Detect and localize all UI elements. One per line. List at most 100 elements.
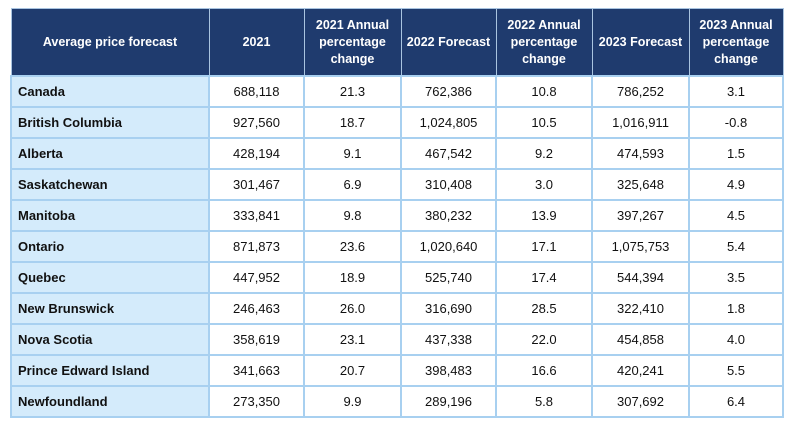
- cell-region: Saskatchewan: [10, 168, 210, 201]
- table-row: Prince Edward Island 341,663 20.7 398,483 16…: [10, 354, 784, 387]
- cell-change-2022: 9.2: [495, 137, 593, 170]
- cell-region: Canada: [10, 75, 210, 108]
- cell-region: Ontario: [10, 230, 210, 263]
- cell-forecast-2022: 1,020,640: [400, 230, 497, 263]
- cell-region: New Brunswick: [10, 292, 210, 325]
- cell-change-2023: 4.0: [688, 323, 784, 356]
- table-row: Quebec 447,952 18.9 525,740 17.4 544,394 3.5: [10, 261, 784, 294]
- cell-change-2021: 23.1: [303, 323, 402, 356]
- cell-forecast-2022: 289,196: [400, 385, 497, 418]
- cell-change-2021: 20.7: [303, 354, 402, 387]
- cell-change-2022: 3.0: [495, 168, 593, 201]
- cell-forecast-2023: 420,241: [591, 354, 690, 387]
- cell-change-2022: 17.1: [495, 230, 593, 263]
- cell-change-2023: 5.4: [688, 230, 784, 263]
- cell-value-2021: 871,873: [208, 230, 305, 263]
- cell-forecast-2023: 1,016,911: [591, 106, 690, 139]
- cell-forecast-2022: 316,690: [400, 292, 497, 325]
- cell-value-2021: 301,467: [208, 168, 305, 201]
- cell-forecast-2022: 310,408: [400, 168, 497, 201]
- cell-forecast-2023: 397,267: [591, 199, 690, 232]
- table-row: Manitoba 333,841 9.8 380,232 13.9 397,267 4.5: [10, 199, 784, 232]
- table-row: British Columbia 927,560 18.7 1,024,805 10.5…: [10, 106, 784, 139]
- cell-region: Manitoba: [10, 199, 210, 232]
- cell-change-2021: 26.0: [303, 292, 402, 325]
- header-region: Average price forecast: [10, 8, 210, 77]
- cell-forecast-2023: 786,252: [591, 75, 690, 108]
- cell-change-2022: 10.8: [495, 75, 593, 108]
- cell-value-2021: 273,350: [208, 385, 305, 418]
- cell-change-2023: 1.8: [688, 292, 784, 325]
- cell-change-2021: 23.6: [303, 230, 402, 263]
- cell-change-2021: 18.9: [303, 261, 402, 294]
- cell-region: Quebec: [10, 261, 210, 294]
- cell-value-2021: 341,663: [208, 354, 305, 387]
- cell-value-2021: 246,463: [208, 292, 305, 325]
- cell-forecast-2023: 474,593: [591, 137, 690, 170]
- average-price-forecast-table: Average price forecast 2021 2021 Annual …: [10, 8, 784, 418]
- cell-change-2023: -0.8: [688, 106, 784, 139]
- cell-change-2021: 18.7: [303, 106, 402, 139]
- header-2021-change: 2021 Annual percentage change: [303, 8, 402, 77]
- header-2023-forecast: 2023 Forecast: [591, 8, 690, 77]
- table-row: Alberta 428,194 9.1 467,542 9.2 474,593 1.5: [10, 137, 784, 170]
- cell-change-2022: 28.5: [495, 292, 593, 325]
- cell-change-2023: 4.5: [688, 199, 784, 232]
- cell-change-2022: 17.4: [495, 261, 593, 294]
- cell-change-2022: 10.5: [495, 106, 593, 139]
- cell-region: British Columbia: [10, 106, 210, 139]
- header-row: Average price forecast 2021 2021 Annual …: [10, 8, 784, 77]
- cell-change-2023: 3.1: [688, 75, 784, 108]
- cell-change-2023: 6.4: [688, 385, 784, 418]
- cell-region: Prince Edward Island: [10, 354, 210, 387]
- header-2021: 2021: [208, 8, 305, 77]
- cell-change-2022: 22.0: [495, 323, 593, 356]
- cell-value-2021: 333,841: [208, 199, 305, 232]
- cell-forecast-2022: 437,338: [400, 323, 497, 356]
- cell-forecast-2022: 380,232: [400, 199, 497, 232]
- table-row: New Brunswick 246,463 26.0 316,690 28.5 322,4…: [10, 292, 784, 325]
- price-forecast-table-container: Average price forecast 2021 2021 Annual …: [10, 8, 784, 418]
- cell-change-2023: 1.5: [688, 137, 784, 170]
- cell-change-2021: 21.3: [303, 75, 402, 108]
- cell-forecast-2023: 1,075,753: [591, 230, 690, 263]
- cell-change-2022: 13.9: [495, 199, 593, 232]
- cell-region: Alberta: [10, 137, 210, 170]
- cell-forecast-2022: 762,386: [400, 75, 497, 108]
- cell-forecast-2023: 322,410: [591, 292, 690, 325]
- cell-change-2021: 9.9: [303, 385, 402, 418]
- cell-change-2023: 5.5: [688, 354, 784, 387]
- table-header: Average price forecast 2021 2021 Annual …: [10, 8, 784, 77]
- cell-forecast-2022: 398,483: [400, 354, 497, 387]
- cell-forecast-2023: 325,648: [591, 168, 690, 201]
- cell-change-2021: 6.9: [303, 168, 402, 201]
- cell-change-2021: 9.1: [303, 137, 402, 170]
- cell-change-2021: 9.8: [303, 199, 402, 232]
- cell-value-2021: 927,560: [208, 106, 305, 139]
- table-row: Saskatchewan 301,467 6.9 310,408 3.0 325,648 4…: [10, 168, 784, 201]
- table-row: Newfoundland 273,350 9.9 289,196 5.8 307,692 6…: [10, 385, 784, 418]
- cell-forecast-2023: 544,394: [591, 261, 690, 294]
- table-row: Canada 688,118 21.3 762,386 10.8 786,252 3.1: [10, 75, 784, 108]
- cell-value-2021: 447,952: [208, 261, 305, 294]
- cell-forecast-2022: 1,024,805: [400, 106, 497, 139]
- cell-forecast-2022: 525,740: [400, 261, 497, 294]
- header-2022-change: 2022 Annual percentage change: [495, 8, 593, 77]
- cell-change-2022: 16.6: [495, 354, 593, 387]
- cell-forecast-2023: 307,692: [591, 385, 690, 418]
- cell-value-2021: 358,619: [208, 323, 305, 356]
- table-body: Canada 688,118 21.3 762,386 10.8 786,252 3.1 Br…: [10, 75, 784, 418]
- cell-change-2023: 3.5: [688, 261, 784, 294]
- cell-forecast-2023: 454,858: [591, 323, 690, 356]
- header-2022-forecast: 2022 Forecast: [400, 8, 497, 77]
- header-2023-change: 2023 Annual percentage change: [688, 8, 784, 77]
- cell-forecast-2022: 467,542: [400, 137, 497, 170]
- cell-region: Nova Scotia: [10, 323, 210, 356]
- table-row: Ontario 871,873 23.6 1,020,640 17.1 1,075,753…: [10, 230, 784, 263]
- cell-value-2021: 428,194: [208, 137, 305, 170]
- cell-change-2022: 5.8: [495, 385, 593, 418]
- cell-value-2021: 688,118: [208, 75, 305, 108]
- cell-change-2023: 4.9: [688, 168, 784, 201]
- cell-region: Newfoundland: [10, 385, 210, 418]
- table-row: Nova Scotia 358,619 23.1 437,338 22.0 454,858…: [10, 323, 784, 356]
